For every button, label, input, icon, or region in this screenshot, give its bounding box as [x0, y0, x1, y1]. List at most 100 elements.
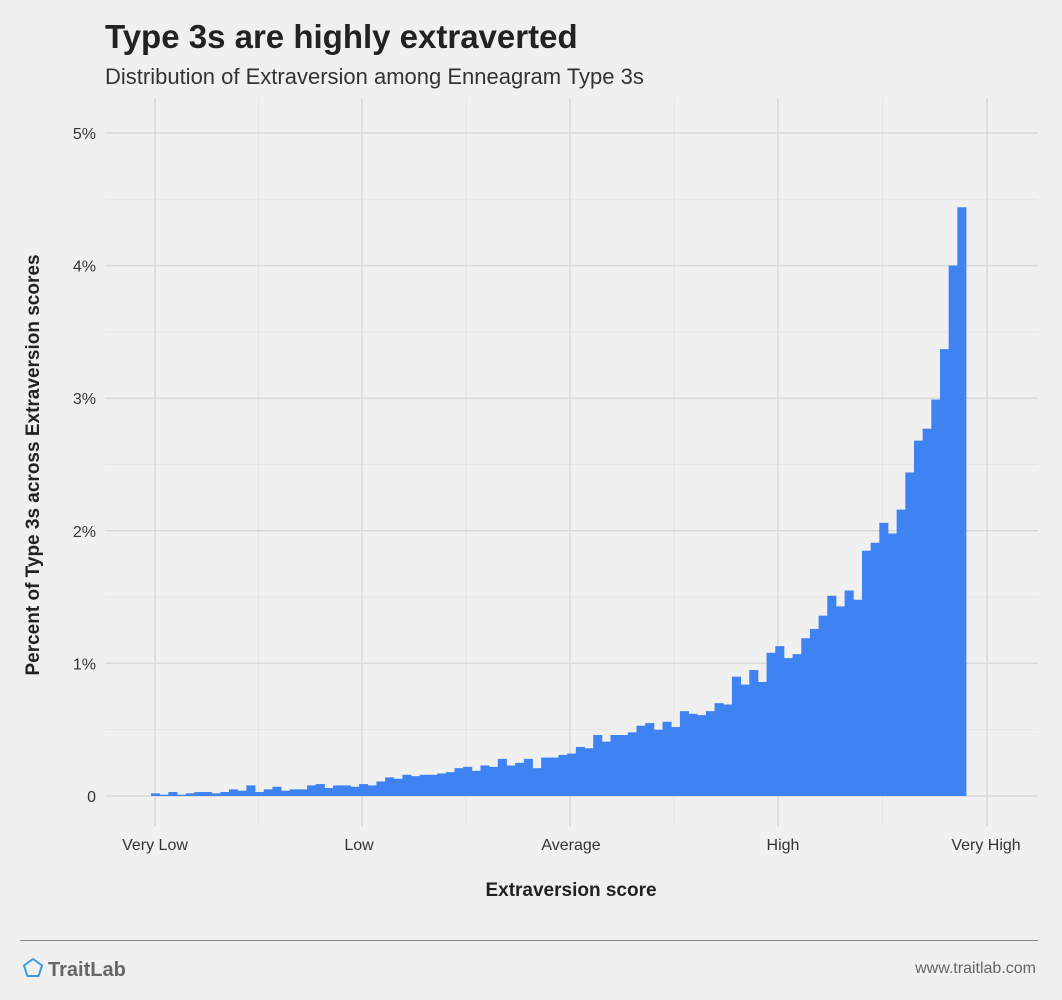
histogram-bar [471, 770, 481, 796]
histogram-bar [688, 713, 698, 796]
histogram-bar [454, 768, 464, 796]
x-ticks: Very Low Low Average High Very High [122, 837, 1021, 854]
brand-name: TraitLab [48, 959, 126, 981]
histogram-bar [523, 758, 533, 796]
histogram-bar [705, 711, 715, 796]
chart-subtitle: Distribution of Extraversion among Ennea… [105, 64, 644, 89]
histogram-bar [194, 792, 204, 796]
histogram-bar [645, 723, 655, 796]
histogram-bar [437, 773, 447, 796]
histogram-bar [653, 729, 663, 796]
histogram-bar [324, 788, 334, 796]
histogram-bar [931, 399, 941, 796]
y-tick-label: 3% [73, 391, 96, 408]
histogram-bar [359, 784, 369, 796]
histogram-bar [385, 777, 395, 796]
histogram-bar [255, 792, 265, 796]
histogram-bar [558, 754, 568, 796]
histogram-bar [341, 785, 351, 796]
histogram-bar [723, 704, 733, 796]
histogram-bar [827, 595, 837, 796]
histogram-bar [272, 786, 282, 796]
histogram-bar [549, 757, 559, 796]
histogram-bar [861, 550, 872, 796]
histogram-bar [714, 703, 724, 796]
histogram-bar [939, 349, 950, 796]
histogram-bar [177, 794, 187, 796]
histogram-bar [445, 772, 455, 796]
histogram-bar [393, 778, 403, 796]
histogram-bar [159, 794, 169, 796]
y-ticks: 0 1% 2% 3% 4% 5% [73, 126, 96, 806]
x-tick-label: Average [541, 837, 600, 854]
histogram-bar [619, 735, 629, 796]
pentagon-icon [22, 957, 44, 984]
histogram-bar [801, 638, 811, 796]
histogram-bar [480, 765, 490, 796]
histogram-bar [697, 715, 707, 796]
y-tick-label: 1% [73, 656, 96, 673]
footer-divider [20, 940, 1038, 941]
bars [151, 207, 967, 797]
y-tick-label: 0 [87, 789, 96, 806]
histogram-bar [506, 765, 516, 796]
histogram-bar [844, 590, 854, 796]
histogram-bar [333, 785, 343, 796]
histogram-bar [168, 792, 178, 796]
histogram-bar [887, 533, 898, 796]
x-tick-label: Very High [951, 837, 1020, 854]
histogram-bar [497, 758, 507, 796]
histogram-bar [662, 721, 672, 796]
histogram-bar [740, 684, 750, 796]
histogram-bar [307, 785, 317, 796]
histogram-bar [289, 789, 299, 796]
histogram-bar [957, 207, 967, 796]
histogram-bar [203, 792, 213, 796]
brand-logo[interactable]: TraitLab [22, 957, 126, 984]
chart: 0 1% 2% 3% 4% 5% Very Low Low Average High Very H… [23, 98, 1038, 901]
x-tick-label: Very Low [122, 837, 188, 854]
y-tick-label: 2% [73, 524, 96, 541]
histogram-bar [636, 725, 646, 796]
histogram-bar [411, 776, 421, 796]
histogram-bar [792, 654, 802, 796]
histogram-bar [671, 727, 681, 796]
histogram-bar [775, 646, 785, 796]
histogram-bar [515, 762, 525, 796]
histogram-bar [575, 746, 585, 796]
histogram-bar [402, 774, 412, 796]
histogram-bar [818, 615, 828, 796]
histogram-bar [809, 628, 820, 796]
histogram-bar [610, 735, 620, 796]
histogram-bar [211, 793, 221, 796]
histogram-bar [913, 440, 924, 796]
y-tick-label: 4% [73, 259, 96, 276]
site-url[interactable]: www.traitlab.com [915, 960, 1036, 977]
histogram-bar [922, 428, 932, 796]
histogram-bar [757, 681, 767, 796]
histogram-bar [298, 789, 308, 796]
histogram-bar [315, 784, 325, 796]
y-axis-label: Percent of Type 3s across Extraversion s… [23, 254, 44, 675]
histogram-bar [237, 790, 247, 796]
histogram-bar [376, 781, 386, 796]
histogram-bar [541, 757, 551, 796]
histogram-bar [627, 732, 637, 796]
histogram-bar [367, 785, 377, 796]
histogram-bar [185, 793, 195, 796]
histogram-bar [601, 741, 611, 796]
histogram-bar [766, 652, 776, 796]
histogram-bar [731, 676, 741, 796]
chart-title: Type 3s are highly extraverted [105, 18, 578, 55]
histogram-bar [419, 774, 429, 796]
histogram-bar [853, 599, 863, 796]
histogram-bar [567, 753, 577, 796]
x-tick-label: High [767, 837, 800, 854]
grid [105, 98, 1038, 826]
histogram-bar [246, 785, 256, 796]
histogram-bar [835, 606, 846, 796]
histogram-bar [679, 711, 689, 796]
y-tick-label: 5% [73, 126, 96, 143]
histogram-bar [263, 789, 273, 796]
histogram-bar [229, 789, 239, 796]
